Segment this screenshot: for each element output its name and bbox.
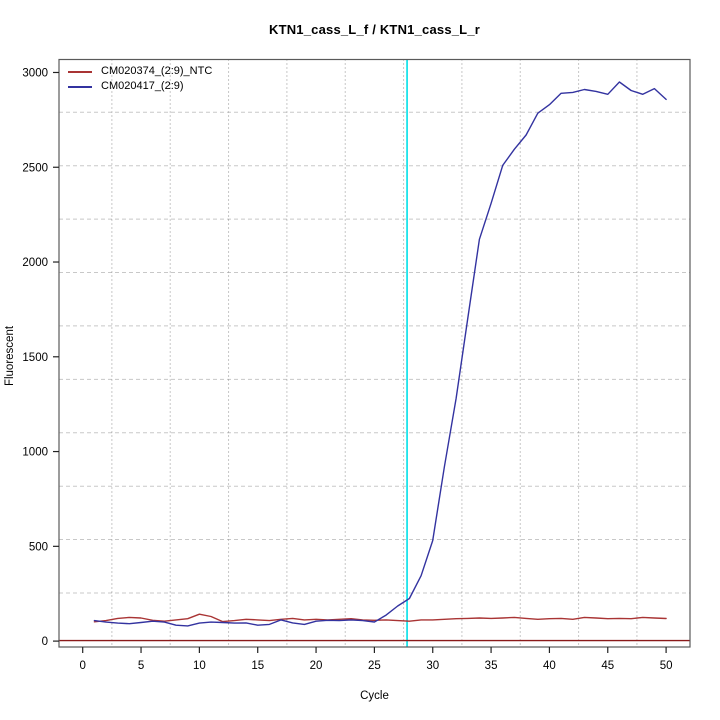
x-tick-label: 0	[79, 660, 85, 672]
x-tick-label: 10	[193, 660, 206, 672]
chart-title: KTN1_cass_L_f / KTN1_cass_L_r	[268, 22, 481, 37]
x-tick-label: 30	[426, 660, 439, 672]
x-tick-label: 25	[368, 660, 381, 672]
legend-item-ntc: CM020374_(2:9)_NTC	[68, 64, 212, 79]
x-axis-label: Cycle	[360, 690, 389, 702]
series-line-ntc	[93, 613, 667, 623]
legend-item-sample: CM020417_(2:9)	[68, 79, 212, 94]
x-tick-label: 35	[485, 660, 498, 672]
y-tick-label: 500	[29, 541, 48, 553]
x-tick-label: 15	[251, 660, 264, 672]
legend: CM020374_(2:9)_NTC CM020417_(2:9)	[68, 64, 212, 94]
y-tick-label: 2500	[22, 162, 48, 174]
y-tick-label: 1000	[22, 447, 48, 459]
legend-line-swatch-ntc	[68, 70, 92, 73]
x-tick-label: 20	[310, 660, 323, 672]
series-line-sample	[93, 81, 667, 627]
y-tick-label: 2000	[22, 257, 48, 269]
legend-label-sample: CM020417_(2:9)	[101, 80, 184, 92]
x-tick-label: 5	[138, 660, 144, 672]
x-tick-label: 50	[660, 660, 673, 672]
y-axis-label: Fluorescent	[4, 325, 16, 387]
plot-border	[58, 58, 691, 648]
y-tick-label: 0	[42, 636, 48, 648]
y-tick-label: 1500	[22, 352, 48, 364]
legend-label-ntc: CM020374_(2:9)_NTC	[101, 65, 213, 77]
legend-line-swatch-sample	[68, 85, 92, 88]
x-tick-label: 40	[543, 660, 556, 672]
x-tick-label: 45	[601, 660, 614, 672]
y-tick-label: 3000	[22, 67, 48, 79]
